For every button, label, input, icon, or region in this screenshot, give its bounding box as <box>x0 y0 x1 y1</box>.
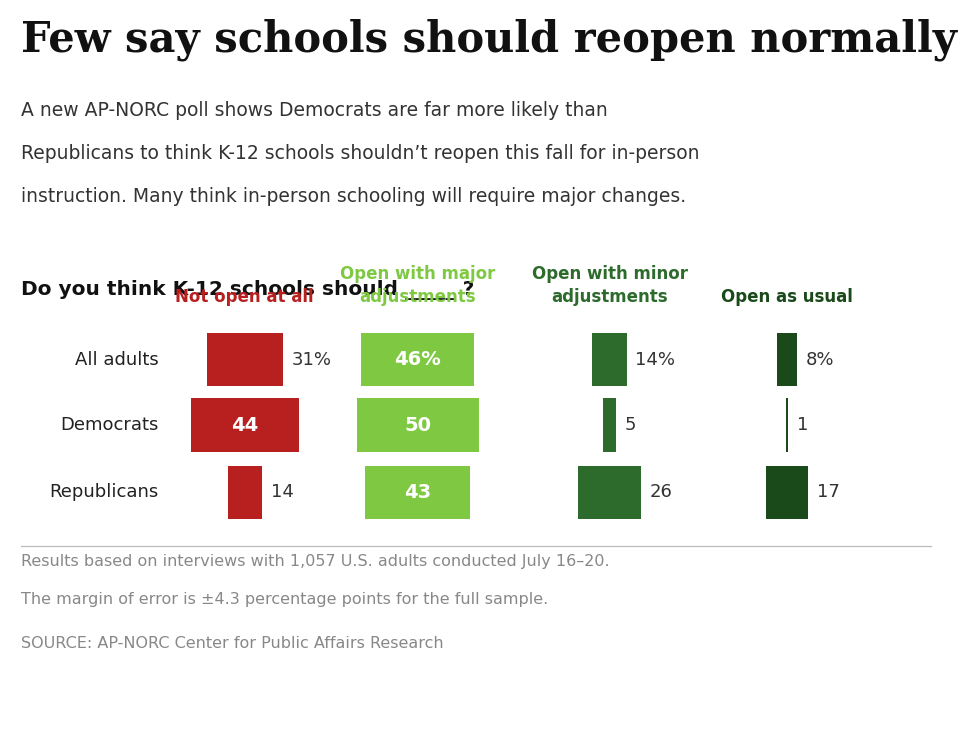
Text: Open with major
adjustments: Open with major adjustments <box>340 265 495 306</box>
Text: Results based on interviews with 1,057 U.S. adults conducted July 16–20.: Results based on interviews with 1,057 U… <box>21 554 610 568</box>
Text: 17: 17 <box>817 483 839 501</box>
Text: Republicans to think K-12 schools shouldn’t reopen this fall for in-person: Republicans to think K-12 schools should… <box>21 144 700 163</box>
Text: 1: 1 <box>797 416 808 434</box>
Text: A new AP-NORC poll shows Democrats are far more likely than: A new AP-NORC poll shows Democrats are f… <box>21 101 608 119</box>
Text: 5: 5 <box>624 416 636 434</box>
Text: AP: AP <box>860 674 906 702</box>
Text: 31%: 31% <box>291 351 331 369</box>
Text: 14%: 14% <box>636 351 675 369</box>
Text: Open with minor
adjustments: Open with minor adjustments <box>532 265 687 306</box>
Text: 14: 14 <box>271 483 294 501</box>
Text: instruction. Many think in-person schooling will require major changes.: instruction. Many think in-person school… <box>21 187 686 206</box>
Text: 46%: 46% <box>395 350 441 369</box>
Text: 26: 26 <box>650 483 673 501</box>
Text: Do you think K-12 schools should _____ ?: Do you think K-12 schools should _____ ? <box>21 280 474 300</box>
Text: 44: 44 <box>231 416 258 435</box>
Text: SOURCE: AP-NORC Center for Public Affairs Research: SOURCE: AP-NORC Center for Public Affair… <box>21 636 444 651</box>
Text: 8%: 8% <box>805 351 834 369</box>
Text: Open as usual: Open as usual <box>721 288 853 306</box>
Text: 43: 43 <box>404 483 431 502</box>
Text: Republicans: Republicans <box>49 483 158 501</box>
Text: The margin of error is ±4.3 percentage points for the full sample.: The margin of error is ±4.3 percentage p… <box>21 592 548 607</box>
Text: Few say schools should reopen normally: Few say schools should reopen normally <box>21 19 957 61</box>
Text: Not open at all: Not open at all <box>176 288 314 306</box>
Text: 50: 50 <box>404 416 431 435</box>
Text: All adults: All adults <box>75 351 158 369</box>
Text: Democrats: Democrats <box>60 416 158 434</box>
